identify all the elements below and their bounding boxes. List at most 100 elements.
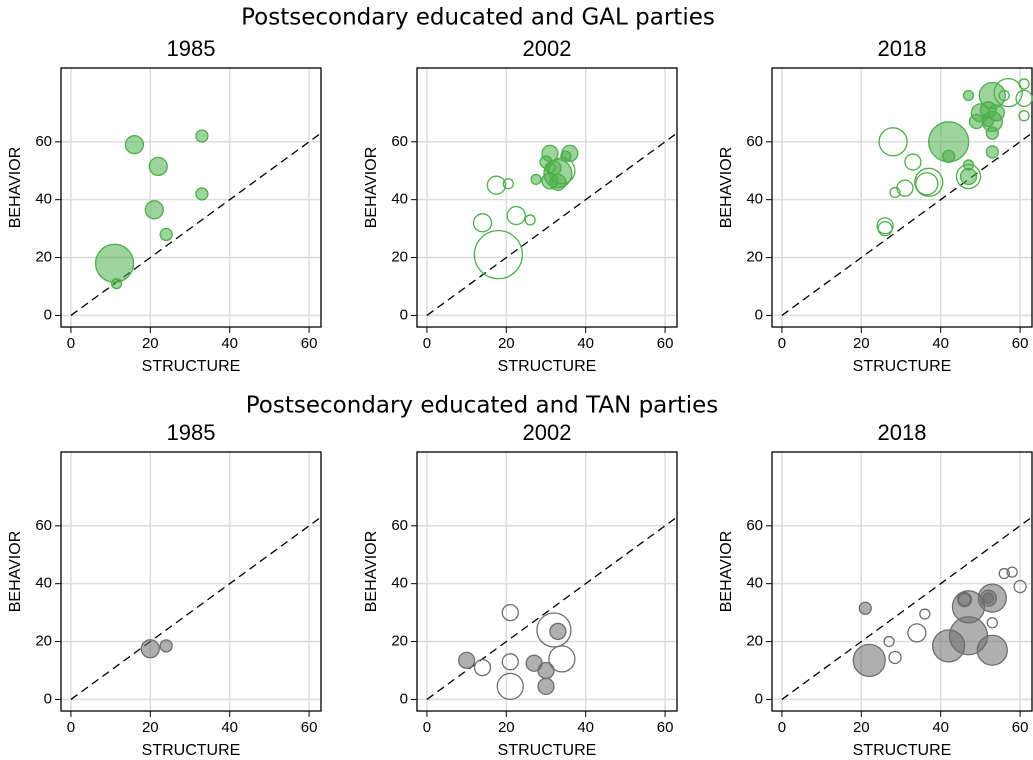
y-tick-label: 20 [746, 633, 763, 650]
bubble [993, 77, 1023, 108]
bubble [537, 661, 555, 680]
bubble [962, 89, 975, 102]
y-tick-label: 60 [35, 517, 52, 534]
x-tick-label: 20 [853, 335, 870, 352]
bubble [537, 677, 555, 696]
y-axis-label: BEHAVIOR [7, 531, 24, 613]
x-axis-label: STRUCTURE [142, 742, 241, 759]
bubble [159, 227, 173, 242]
bubble [998, 89, 1010, 102]
bubble [549, 173, 567, 191]
bubble [1018, 110, 1030, 122]
x-axis-label: STRUCTURE [853, 742, 952, 759]
bubble [530, 173, 542, 186]
bubble [877, 220, 893, 237]
bubble [876, 217, 894, 235]
y-tick-label: 0 [755, 690, 763, 707]
x-tick-label: 40 [932, 335, 949, 352]
group-heading: Postsecondary educated and GAL parties [241, 5, 715, 31]
bubble [858, 601, 872, 615]
panel-title: 2018 [878, 420, 927, 445]
panel-title: 1985 [167, 420, 216, 445]
bubble [195, 129, 209, 143]
y-tick-label: 60 [391, 133, 408, 150]
x-tick-label: 40 [577, 719, 594, 736]
y-tick-label: 0 [400, 690, 408, 707]
bubble [486, 175, 507, 195]
bubble [852, 643, 886, 678]
bubble [536, 612, 572, 648]
y-axis-label: BEHAVIOR [718, 531, 735, 613]
reference-line [70, 132, 322, 316]
y-tick-label: 20 [35, 249, 52, 266]
bubble [1013, 579, 1027, 594]
y-tick-label: 60 [746, 133, 763, 150]
bubble [904, 153, 922, 171]
bubble [985, 126, 999, 140]
panel: 2002 STRUCTURE BEHAVIOR 0 20 40 60 0 20 40 60 [363, 36, 678, 375]
reference-line [70, 516, 322, 700]
bubble [955, 163, 982, 190]
group-heading: Postsecondary educated and TAN parties [246, 393, 719, 419]
bubble [982, 115, 994, 128]
x-axis-label: STRUCTURE [142, 358, 241, 375]
y-tick-label: 60 [391, 517, 408, 534]
x-tick-label: 60 [1012, 719, 1029, 736]
panel-title: 2002 [523, 420, 572, 445]
bubble [957, 592, 972, 607]
x-tick-label: 0 [423, 719, 431, 736]
bubble [549, 622, 567, 641]
y-tick-label: 0 [400, 306, 408, 323]
y-tick-label: 40 [35, 191, 52, 208]
bubble [1015, 89, 1033, 108]
bubble [548, 645, 576, 673]
bubble [968, 113, 985, 130]
bubble [959, 167, 978, 186]
bubble [941, 149, 956, 163]
panel-title: 2018 [878, 36, 927, 61]
bubble [140, 639, 160, 659]
plot-frame [771, 451, 1033, 712]
bubble [457, 651, 476, 670]
x-axis-label: STRUCTURE [498, 358, 597, 375]
x-tick-label: 20 [853, 719, 870, 736]
x-tick-label: 60 [301, 719, 318, 736]
bubble [548, 157, 576, 185]
y-tick-label: 20 [35, 633, 52, 650]
x-tick-label: 20 [142, 335, 159, 352]
panel: 2018 STRUCTURE BEHAVIOR 0 20 40 60 0 20 40 60 [718, 420, 1033, 759]
y-tick-label: 40 [391, 575, 408, 592]
bubble [976, 634, 1008, 666]
bubble [159, 639, 173, 653]
x-tick-label: 60 [657, 335, 674, 352]
bubble [919, 608, 931, 620]
x-tick-label: 60 [301, 335, 318, 352]
x-tick-label: 60 [657, 719, 674, 736]
y-tick-label: 40 [391, 191, 408, 208]
bubble [986, 617, 998, 629]
bubble [110, 277, 123, 290]
plot-frame [416, 451, 678, 712]
plot-frame [771, 67, 1033, 328]
y-tick-label: 0 [755, 306, 763, 323]
panel: 2002 STRUCTURE BEHAVIOR 0 20 40 60 0 20 40 60 [363, 420, 678, 759]
y-tick-label: 20 [391, 249, 408, 266]
y-axis-label: BEHAVIOR [363, 531, 380, 613]
bubble [985, 145, 999, 159]
panel-title: 1985 [167, 36, 216, 61]
bubble [998, 567, 1010, 580]
panel-title: 2002 [523, 36, 572, 61]
bubble [1006, 566, 1018, 578]
bubble [144, 200, 164, 220]
plot-frame [60, 67, 322, 328]
x-tick-label: 0 [423, 335, 431, 352]
bubble [124, 135, 145, 155]
x-axis-label: STRUCTURE [498, 742, 597, 759]
x-tick-label: 0 [67, 719, 75, 736]
y-tick-label: 40 [35, 575, 52, 592]
bubble [501, 653, 519, 671]
bubble [473, 658, 492, 677]
x-axis-label: STRUCTURE [853, 358, 952, 375]
bubble [472, 213, 493, 233]
